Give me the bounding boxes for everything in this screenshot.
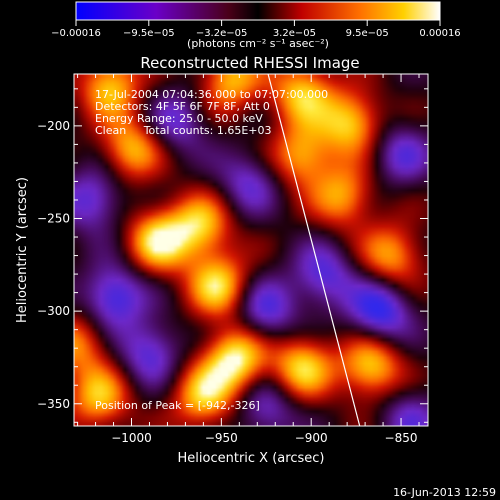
colorbar-tick-label: −3.2e−05 <box>196 28 248 39</box>
colorbar-tick-label: −0.00016 <box>51 28 101 39</box>
plot-frame <box>73 73 429 427</box>
colorbar-ticks <box>75 20 441 26</box>
x-tick-label: −850 <box>385 431 418 445</box>
x-axis-ticks: −1000 −950 −900 −850 <box>77 74 420 445</box>
y-tick-label: −200 <box>37 119 70 133</box>
heatmap-image <box>74 74 428 426</box>
solar-limb-line <box>267 73 361 427</box>
colorbar-tick-label: 3.2e−05 <box>273 28 316 39</box>
y-axis-label: Heliocentric Y (arcsec) <box>15 177 30 323</box>
colorbar-tick-label: −9.5e−05 <box>123 28 175 39</box>
x-tick-label: −900 <box>295 431 328 445</box>
timestamp: 16-Jun-2013 12:59 <box>393 486 496 499</box>
annotation-peak-position: Position of Peak = [-942,-326] <box>95 399 260 412</box>
x-tick-label: −1000 <box>111 431 152 445</box>
x-axis-label: Heliocentric X (arcsec) <box>178 451 325 466</box>
colorbar <box>75 1 441 21</box>
colorbar-tick-label: 0.00016 <box>419 28 460 39</box>
annotation-energy-range: Energy Range: 25.0 - 50.0 keV <box>95 112 263 125</box>
x-tick-label: −950 <box>205 431 238 445</box>
colorbar-unit-label: (photons cm⁻² s⁻¹ asec⁻²) <box>187 37 329 50</box>
colorbar-tick-label: 9.5e−05 <box>346 28 389 39</box>
colorbar-tick-labels: −0.00016 −9.5e−05 −3.2e−05 3.2e−05 9.5e−05 0.… <box>51 28 461 39</box>
y-axis-ticks: −200 −250 −300 −350 <box>37 88 428 423</box>
y-tick-label: −300 <box>37 304 70 318</box>
annotation-time-range: 17-Jul-2004 07:04:36.000 to 07:07:00.000 <box>95 88 328 101</box>
chart-title: Reconstructed RHESSI Image <box>140 54 359 72</box>
y-tick-label: −350 <box>37 397 70 411</box>
annotation-clean-counts: Clean Total counts: 1.65E+03 <box>95 124 272 137</box>
y-tick-label: −250 <box>37 212 70 226</box>
annotation-detectors: Detectors: 4F 5F 6F 7F 8F, Att 0 <box>95 100 270 113</box>
